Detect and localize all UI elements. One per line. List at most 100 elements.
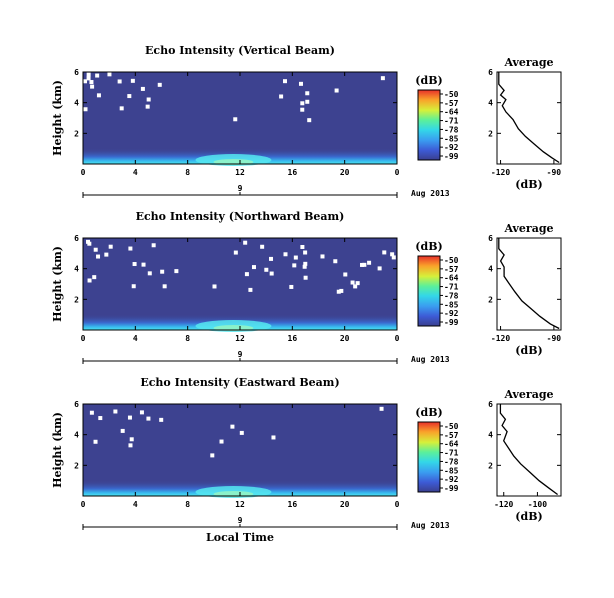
gap-pixel [302,264,307,269]
gap-pixel [300,101,305,106]
gap-pixel [350,280,355,285]
gap-pixel [212,284,217,289]
gap-pixel [271,435,276,440]
gap-pixel [251,265,256,270]
x-tick-label: 8 [185,500,190,509]
gap-pixel [86,76,91,81]
average-y-tick-label: 4 [488,265,493,274]
gap-pixel [391,255,396,260]
gap-pixel [353,284,358,289]
gap-pixel [367,260,372,265]
y-tick-label: 2 [74,295,79,304]
gap-pixel [132,262,137,267]
gap-pixel [279,94,284,99]
gap-pixel [336,289,341,294]
x-tick-label: 8 [185,168,190,177]
gap-pixel [355,281,360,286]
colorbar-tick-label: -92 [444,309,459,318]
x-tick-label: 4 [133,334,138,343]
date-tick-label: 9 [238,184,243,193]
gap-pixel [104,252,109,257]
colorbar-tick-label: -71 [444,117,459,126]
x-tick-label: 20 [340,500,350,509]
gap-pixel [333,259,338,264]
gap-pixel [244,272,249,277]
colorbar-tick-label: -78 [444,291,459,300]
gap-pixel [360,262,365,267]
gap-pixel [147,271,152,276]
x-tick-label: 4 [133,168,138,177]
gap-pixel [119,106,124,111]
average-y-tick-label: 6 [488,68,493,77]
average-x-tick-label: -120 [494,500,513,509]
y-tick-label: 2 [74,129,79,138]
gap-pixel [233,250,238,255]
panel-1: Echo Intensity (Northward Beam)0 4 8 12 16 20… [51,210,562,364]
gap-pixel [159,417,164,422]
date-label: Aug 2013 [411,355,450,364]
x-tick-label: 20 [340,334,350,343]
x-axis-label: Local Time [206,531,274,544]
gap-pixel [160,269,165,274]
average-x-label: (dB) [515,178,542,191]
gap-pixel [141,262,146,267]
gap-pixel [320,254,325,259]
gap-pixel [298,81,303,86]
colorbar-tick-label: -92 [444,143,459,152]
colorbar-tick-label: -64 [444,108,459,117]
colorbar-tick-label: -64 [444,440,459,449]
colorbar-tick-label: -71 [444,283,459,292]
y-tick-label: 6 [74,234,79,243]
average-title: Average [503,56,553,69]
x-tick-label: 0 [81,500,86,509]
y-tick-label: 4 [74,99,79,108]
gap-pixel [98,416,103,421]
gap-pixel [151,243,156,248]
gap-pixel [210,453,215,458]
y-tick-label: 6 [74,68,79,77]
gap-pixel [113,409,118,414]
gap-pixel [282,79,287,84]
average-profile-line [498,238,560,330]
gap-pixel [303,261,308,266]
x-tick-label: 12 [235,334,245,343]
gap-pixel [89,80,94,85]
gap-pixel [139,410,144,415]
gap-pixel [377,266,382,271]
x-tick-label: 8 [185,334,190,343]
y-axis-label: Height (km) [51,80,64,156]
colorbar-tick-label: -57 [444,431,459,440]
average-frame [496,403,562,497]
chart-title: Echo Intensity (Eastward Beam) [140,376,339,389]
gap-pixel [269,271,274,276]
colorbar-label: (dB) [415,240,442,253]
colorbar-tick-label: -78 [444,457,459,466]
gap-pixel [90,84,95,89]
gap-pixel [86,239,91,244]
gap-pixel [146,97,151,102]
panel-0: Echo Intensity (Vertical Beam) 0 4 8 12 16 20 0… [51,44,562,198]
average-x-tick-label: -120 [491,168,510,177]
gap-pixel [303,275,308,280]
colorbar-tick-label: -57 [444,265,459,274]
gap-pixel [233,117,238,122]
gap-pixel [93,439,98,444]
average-profile-line [499,404,558,496]
average-y-tick-label: 6 [488,400,493,409]
gap-pixel [307,118,312,123]
gap-pixel [382,250,387,255]
colorbar-tick-label: -50 [444,422,459,431]
average-profile-line [498,72,560,164]
date-tick-label: 9 [238,516,243,525]
average-x-tick-label: -90 [547,168,562,177]
average-title: Average [503,222,553,235]
gap-pixel [93,247,98,252]
gap-pixel [264,267,269,272]
gap-pixel [239,430,244,435]
date-label: Aug 2013 [411,189,450,198]
colorbar-tick-label: -85 [444,466,459,475]
gap-pixel [83,79,88,84]
average-frame [496,71,562,165]
average-y-tick-label: 2 [488,295,493,304]
gap-pixel [289,284,294,289]
